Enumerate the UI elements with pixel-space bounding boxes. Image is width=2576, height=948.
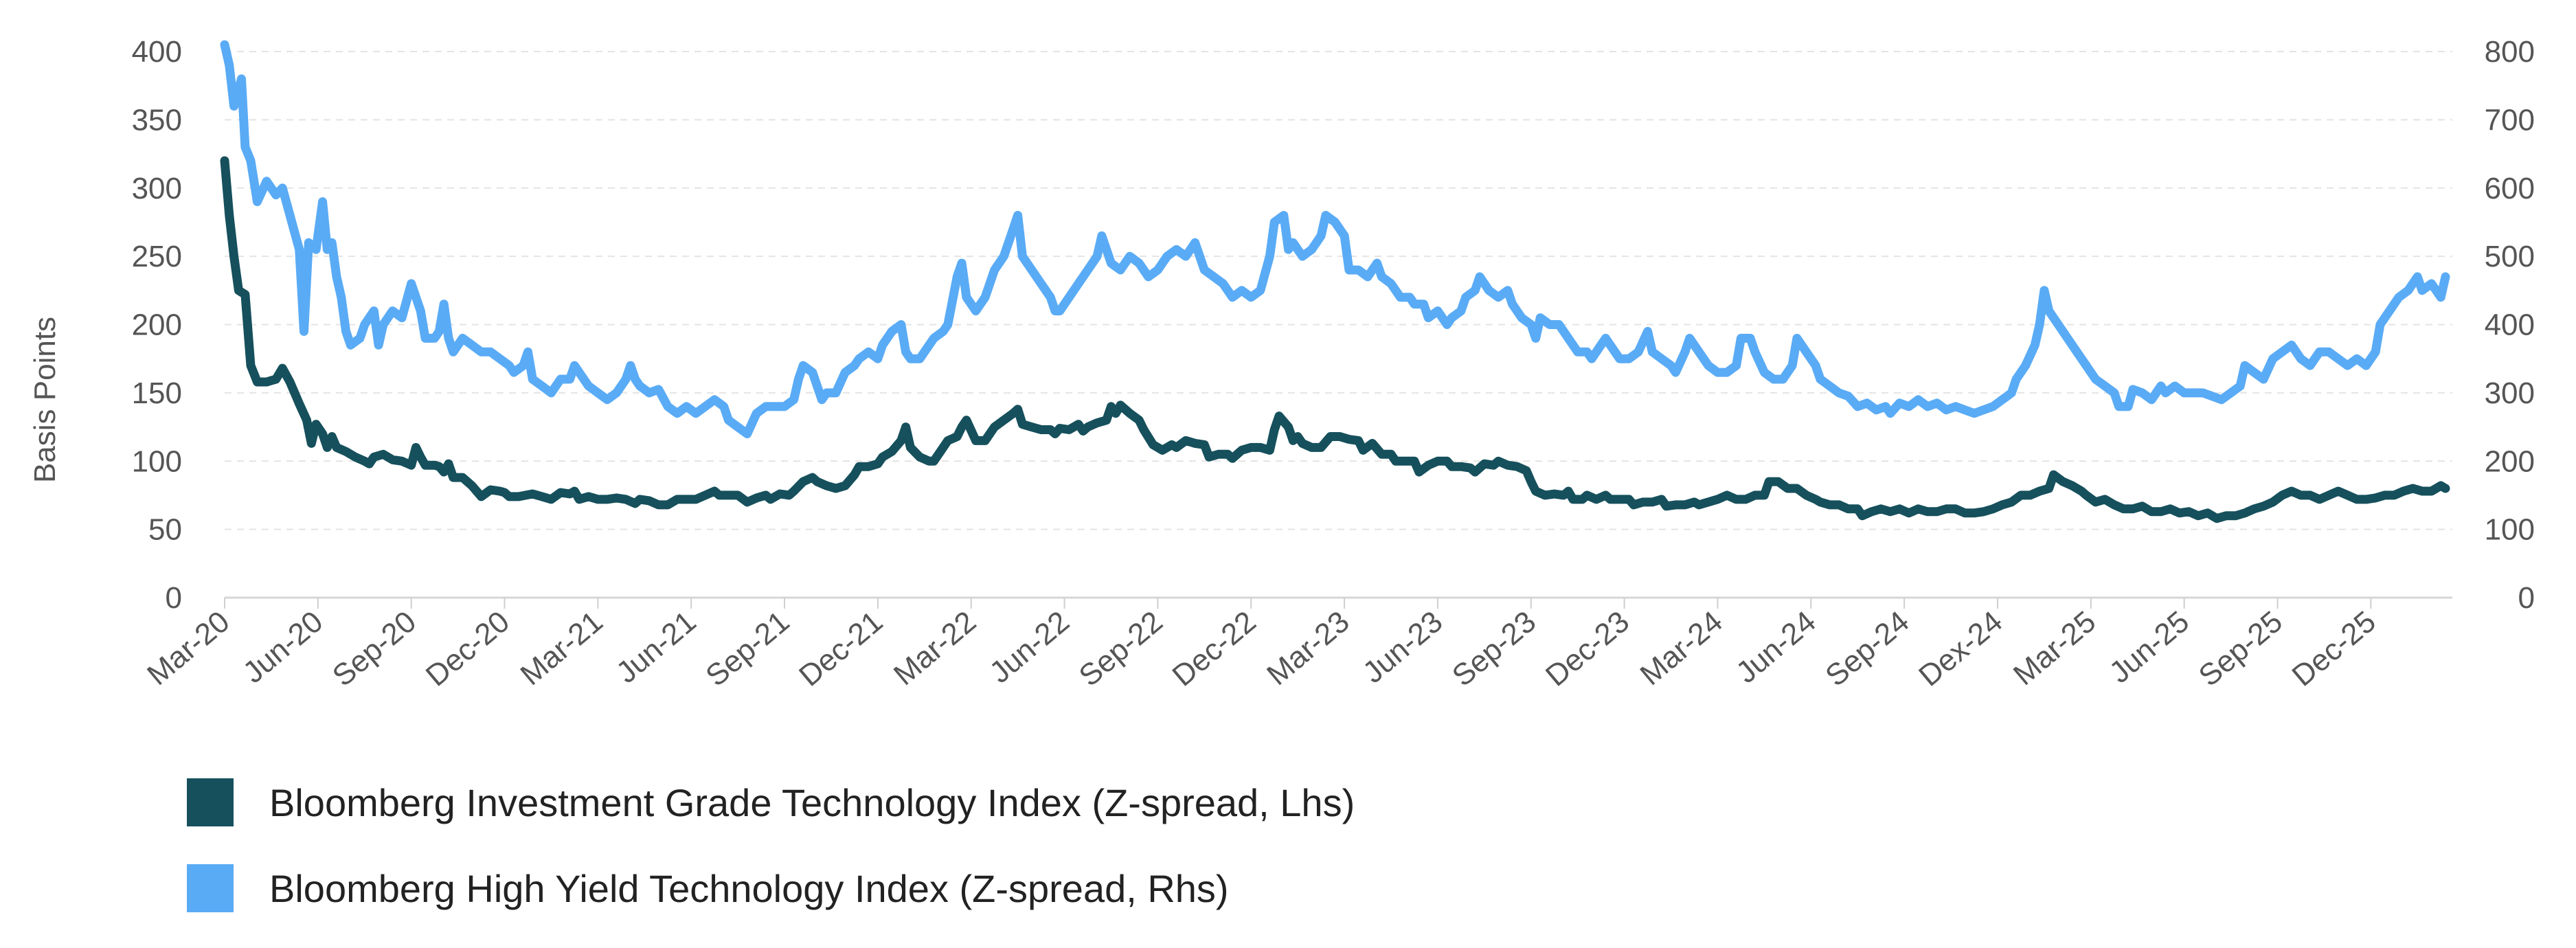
x-tick-label: Mar-23 bbox=[1261, 605, 1355, 692]
left-tick-label: 400 bbox=[132, 35, 182, 69]
x-tick-label: Jun-24 bbox=[1730, 605, 1822, 690]
right-tick-label: 700 bbox=[2485, 103, 2535, 137]
x-tick-label: Mar-25 bbox=[2007, 605, 2102, 692]
x-tick-label: Mar-22 bbox=[888, 605, 982, 692]
series-line-hy bbox=[220, 40, 2450, 438]
x-tick-label: Dex-24 bbox=[1912, 605, 2009, 693]
x-tick-label: Dec-20 bbox=[420, 605, 516, 693]
x-tick-label: Dec-22 bbox=[1166, 605, 1263, 693]
x-tick-label: Jun-22 bbox=[983, 605, 1076, 690]
x-tick-label: Sep-22 bbox=[1073, 605, 1169, 693]
left-tick-label: 250 bbox=[132, 240, 182, 273]
x-tick-label: Dec-23 bbox=[1539, 605, 1636, 693]
series-line-ig bbox=[220, 156, 2450, 523]
left-tick-label: 0 bbox=[166, 581, 182, 615]
right-tick-label: 400 bbox=[2485, 308, 2535, 342]
x-tick-label: Mar-24 bbox=[1634, 605, 1729, 692]
left-tick-label: 200 bbox=[132, 308, 182, 342]
x-tick-label: Jun-25 bbox=[2103, 605, 2196, 690]
x-tick-label: Sep-24 bbox=[1819, 605, 1915, 693]
x-tick-label: Mar-21 bbox=[515, 605, 609, 692]
left-tick-label: 100 bbox=[132, 444, 182, 478]
x-tick-label: Sep-21 bbox=[699, 605, 795, 693]
x-tick-label: Sep-20 bbox=[326, 605, 422, 693]
right-tick-label: 200 bbox=[2485, 444, 2535, 478]
legend-label-hy: Bloomberg High Yield Technology Index (Z… bbox=[269, 867, 1229, 910]
x-tick-label: Jun-23 bbox=[1357, 605, 1449, 690]
legend-swatch-ig bbox=[187, 778, 234, 826]
right-tick-label: 800 bbox=[2485, 35, 2535, 69]
x-tick-label: Sep-23 bbox=[1446, 605, 1542, 693]
left-tick-label: 300 bbox=[132, 172, 182, 205]
legend-swatch-hy bbox=[187, 864, 234, 912]
right-tick-label: 300 bbox=[2485, 376, 2535, 410]
right-y-axis: 0 100 200 300 400 500 600 700 800 bbox=[2485, 35, 2535, 615]
right-tick-label: 0 bbox=[2518, 581, 2535, 615]
left-y-axis: 0 50 100 150 200 250 300 350 400 bbox=[132, 35, 182, 615]
x-tick-label: Dec-25 bbox=[2286, 605, 2382, 693]
left-tick-label: 50 bbox=[148, 513, 182, 547]
right-tick-label: 500 bbox=[2485, 240, 2535, 273]
y-axis-title: Basis Points bbox=[28, 317, 62, 483]
legend-label-ig: Bloomberg Investment Grade Technology In… bbox=[269, 781, 1355, 824]
x-tick-label: Jun-20 bbox=[237, 605, 330, 690]
gridlines bbox=[225, 51, 2452, 599]
left-tick-label: 350 bbox=[132, 103, 182, 137]
x-tick-label: Mar-20 bbox=[141, 605, 236, 692]
x-tick-label: Jun-21 bbox=[610, 605, 703, 690]
legend: Bloomberg Investment Grade Technology In… bbox=[187, 778, 1355, 912]
right-tick-label: 100 bbox=[2485, 513, 2535, 547]
series-lines bbox=[220, 40, 2450, 523]
right-tick-label: 600 bbox=[2485, 172, 2535, 205]
x-tick-label: Sep-25 bbox=[2193, 605, 2289, 693]
left-tick-label: 150 bbox=[132, 376, 182, 410]
x-tick-label: Dec-21 bbox=[793, 605, 889, 693]
